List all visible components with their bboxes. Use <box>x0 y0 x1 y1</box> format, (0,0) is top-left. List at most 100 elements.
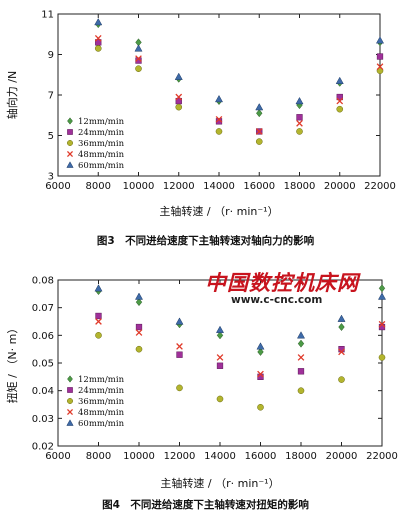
data-point-circle <box>378 354 386 361</box>
legend-marker-diamond <box>67 117 73 125</box>
legend-entry: 60mm/min <box>78 419 125 429</box>
data-point-circle <box>176 384 183 392</box>
data-point-diamond <box>338 323 345 332</box>
data-point-diamond <box>257 347 264 356</box>
data-point-circle <box>297 387 305 394</box>
x-tick-label: 12000 <box>164 451 196 462</box>
data-point-diamond <box>378 284 386 293</box>
data-point-circle <box>296 128 303 135</box>
data-point-x <box>376 63 384 70</box>
data-point-triangle <box>174 72 183 80</box>
data-point-square <box>95 312 102 320</box>
data-point-x <box>135 55 142 62</box>
data-point-circle <box>255 138 263 145</box>
data-point-circle <box>215 128 223 135</box>
legend-entry: 24mm/min <box>78 128 125 138</box>
data-point-triangle <box>255 103 264 111</box>
data-point-diamond <box>297 339 305 348</box>
watermark-brand: 中国数控机床网 <box>205 270 359 295</box>
data-point-triangle <box>134 292 144 300</box>
data-point-triangle <box>94 17 103 26</box>
data-point-triangle <box>375 36 385 44</box>
legend-entry: 60mm/min <box>78 161 125 171</box>
data-point-triangle <box>215 325 225 333</box>
data-point-x <box>338 348 345 356</box>
x-tick-label: 6000 <box>45 451 70 462</box>
data-point-x <box>336 97 344 105</box>
data-point-x <box>176 343 183 350</box>
data-point-x <box>257 370 264 378</box>
data-point-circle <box>94 45 102 52</box>
y-tick-label: 0.06 <box>32 331 54 342</box>
data-point-square <box>297 368 305 375</box>
legend-marker-circle <box>67 398 73 404</box>
x-tick-label: 18000 <box>284 181 316 192</box>
data-point-circle <box>338 376 345 383</box>
data-point-triangle <box>134 44 143 52</box>
x-tick-label: 20000 <box>324 181 356 192</box>
legend-entry: 12mm/min <box>78 375 125 385</box>
data-point-square <box>176 351 183 358</box>
data-point-triangle <box>337 314 346 322</box>
y-tick-label: 11 <box>41 10 54 21</box>
data-point-triangle <box>295 96 304 105</box>
legend-entry: 36mm/min <box>78 397 125 407</box>
data-point-square <box>216 362 224 369</box>
data-point-x <box>94 34 102 42</box>
legend-marker-triangle <box>66 419 74 426</box>
x-tick-label: 8000 <box>86 181 111 192</box>
x-tick-label: 8000 <box>86 451 111 462</box>
data-point-x <box>297 354 305 361</box>
data-point-circle <box>257 403 264 411</box>
data-point-circle <box>175 103 183 111</box>
legend-marker-x <box>66 408 74 416</box>
y-tick-label: 3 <box>48 172 54 183</box>
figure4-caption: 图4 不同进给速度下主轴转速对扭矩的影响 <box>102 499 309 511</box>
data-point-square <box>296 114 303 121</box>
y-tick-label: 0.05 <box>32 359 54 370</box>
chart-torque: 6000 8000 10000 12000 14000 16000 18000 20000 22… <box>5 276 398 491</box>
data-point-circle <box>95 332 102 339</box>
data-point-circle <box>135 345 143 353</box>
x-tick-label: 20000 <box>326 451 358 462</box>
y-tick-label: 5 <box>48 131 54 142</box>
watermark-url: www.c-cnc.com <box>231 294 323 306</box>
chart-axial-force: 6000 8000 10000 12000 14000 16000 18000 20000 22… <box>5 10 396 219</box>
legend-entry: 48mm/min <box>78 150 125 160</box>
x-tick-label: 22000 <box>366 451 398 462</box>
figure3-caption: 图3 不同进给速度下主轴转速对轴向力的影响 <box>96 235 315 247</box>
data-point-triangle <box>296 331 306 339</box>
data-point-triangle <box>377 292 387 300</box>
legend-marker-circle <box>67 140 73 146</box>
data-point-circle <box>376 67 384 75</box>
data-point-circle <box>135 65 142 72</box>
y-axis-label: 轴向力 /N <box>5 71 19 119</box>
data-point-diamond <box>135 298 143 307</box>
data-point-triangle <box>335 76 344 84</box>
data-point-x <box>296 120 303 127</box>
data-point-square <box>376 53 384 60</box>
legend-marker-square <box>67 387 73 393</box>
y-tick-label: 0.03 <box>32 414 54 425</box>
y-tick-label: 7 <box>48 91 54 102</box>
legend-marker-square <box>67 129 73 135</box>
data-point-x <box>216 354 224 361</box>
x-tick-label: 14000 <box>203 181 235 192</box>
data-point-circle <box>216 395 224 403</box>
x-tick-label: 14000 <box>204 451 236 462</box>
x-tick-label: 12000 <box>163 181 195 192</box>
legend-marker-triangle <box>66 161 74 168</box>
data-point-x <box>255 128 263 135</box>
data-point-x <box>175 93 183 101</box>
data-point-x <box>95 318 102 325</box>
x-tick-label: 22000 <box>364 181 396 192</box>
data-point-diamond <box>256 109 263 118</box>
x-tick-label: 6000 <box>45 181 70 192</box>
data-point-x <box>215 115 223 123</box>
y-tick-label: 0.04 <box>32 386 54 397</box>
data-point-square <box>135 323 143 331</box>
y-tick-label: 9 <box>48 50 54 61</box>
legend-entry: 12mm/min <box>78 117 125 127</box>
data-point-x <box>378 320 386 328</box>
legend-entry: 48mm/min <box>78 408 125 418</box>
